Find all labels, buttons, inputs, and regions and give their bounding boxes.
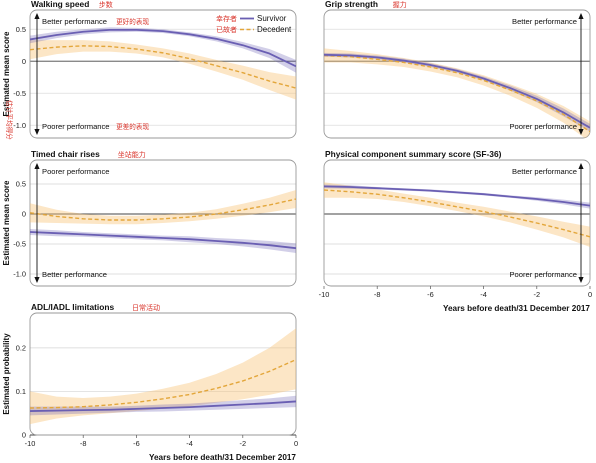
panel-title-zh: 坐站能力 [118, 150, 146, 159]
survivor-line [30, 231, 296, 250]
top-annotation-zh: 更好的表现 [116, 17, 149, 26]
x-tick-label: -2 [534, 290, 541, 299]
x-tick-label: -8 [374, 290, 381, 299]
arrow-up-icon [34, 13, 40, 19]
plot-frame [323, 159, 591, 287]
panel-grip: Grip strength 握力 Better performance Poorer … [323, 0, 591, 139]
plot-area [324, 182, 590, 247]
plot-area [30, 27, 296, 100]
decedent-line [30, 358, 296, 409]
arrow-up-icon [578, 13, 584, 19]
top-annotation: Poorer performance [42, 167, 110, 176]
decedent-ci-band [30, 190, 296, 225]
bottom-annotation: Poorer performance [42, 122, 110, 131]
survivor-ci-band [30, 27, 296, 73]
bottom-annotation: Poorer performance [509, 270, 577, 279]
panel-title-zh: 握力 [393, 0, 407, 9]
plot-area [30, 190, 296, 253]
panel-title-zh: 步数 [99, 0, 113, 9]
panel-title: Walking speed [31, 0, 89, 9]
panel-title: Timed chair rises [31, 149, 100, 159]
plot-area [30, 328, 296, 425]
y-tick-label: -1.0 [13, 270, 26, 279]
y-tick-label: -0.5 [13, 240, 26, 249]
panel-pcs: Physical component summary score (SF-36)… [319, 149, 592, 313]
panel-title-zh: 日常活动 [132, 303, 160, 312]
x-axis-label: Years before death/31 December 2017 [443, 304, 590, 313]
y-axis-label-zh: 估计平均得分 [5, 100, 14, 140]
decedent-ci-band [324, 48, 590, 138]
arrow-down-icon [578, 277, 584, 283]
decedent-line [30, 198, 296, 221]
decedent-ci-band [324, 182, 590, 247]
top-annotation: Better performance [512, 167, 577, 176]
y-tick-label: 0 [22, 57, 26, 66]
survivor-line [30, 28, 296, 68]
decedent-ci-band [30, 40, 296, 100]
y-axis-label: Estimated mean score [2, 31, 11, 116]
x-tick-label: -6 [427, 290, 434, 299]
y-axis-label: Estimated probability [2, 333, 11, 415]
plot-area [324, 48, 590, 138]
y-tick-label: 0.5 [16, 180, 26, 189]
panel-chair: Timed chair rises 坐站能力 0.5 0 -0.5 -1.0 Poorer … [2, 149, 297, 287]
legend-decedent-zh: 已故者 [216, 25, 237, 34]
top-annotation: Better performance [512, 17, 577, 26]
bottom-annotation: Better performance [42, 270, 107, 279]
bottom-annotation: Poorer performance [509, 122, 577, 131]
x-tick-label: -4 [480, 290, 487, 299]
panel-walk: Walking speed 步数 0.5 0 -0.5 -1.0 Better perfor… [2, 0, 297, 140]
legend: 幸存者 Survivor 已故者 Decedent [216, 14, 292, 34]
x-tick-label: -8 [80, 439, 87, 448]
legend-survivor-label: Survivor [257, 14, 287, 23]
panel-title: ADL/IADL limitations [31, 302, 114, 312]
y-tick-label: 0.5 [16, 25, 26, 34]
arrow-down-icon [34, 277, 40, 283]
survivor-ci-band [30, 229, 296, 253]
survivor-line [324, 185, 590, 207]
decedent-line [324, 189, 590, 238]
top-annotation: Better performance [42, 17, 107, 26]
y-tick-label: 0.1 [16, 387, 26, 396]
panel-title: Grip strength [325, 0, 378, 9]
arrow-up-icon [34, 163, 40, 169]
y-tick-label: -0.5 [13, 89, 26, 98]
survivor-line [30, 400, 296, 412]
arrow-down-icon [578, 129, 584, 135]
decedent-line [324, 54, 590, 133]
x-tick-label: -10 [319, 290, 330, 299]
plot-frame [29, 159, 297, 287]
x-tick-label: -4 [186, 439, 193, 448]
x-tick-label: -6 [133, 439, 140, 448]
y-tick-label: 0 [22, 431, 26, 440]
x-tick-label: -2 [240, 439, 247, 448]
x-axis-label: Years before death/31 December 2017 [149, 453, 296, 462]
x-tick-label: -10 [25, 439, 36, 448]
panel-title: Physical component summary score (SF-36) [325, 149, 502, 159]
arrow-up-icon [578, 163, 584, 169]
survivor-ci-band [324, 52, 590, 132]
arrow-down-icon [34, 129, 40, 135]
decedent-ci-band [30, 328, 296, 425]
decedent-line [30, 45, 296, 89]
x-tick-label: 0 [588, 290, 592, 299]
y-tick-label: 0 [22, 210, 26, 219]
y-axis-label: Estimated mean score [2, 180, 11, 265]
y-tick-label: 0.2 [16, 343, 26, 352]
survivor-line [324, 53, 590, 129]
bottom-annotation-zh: 更差的表现 [116, 122, 149, 131]
legend-survivor-zh: 幸存者 [216, 14, 237, 23]
y-tick-label: -1.0 [13, 121, 26, 130]
plot-frame [323, 9, 591, 139]
plot-frame [29, 312, 297, 436]
x-tick-label: 0 [294, 439, 298, 448]
legend-decedent-label: Decedent [257, 25, 292, 34]
plot-frame [29, 9, 297, 139]
